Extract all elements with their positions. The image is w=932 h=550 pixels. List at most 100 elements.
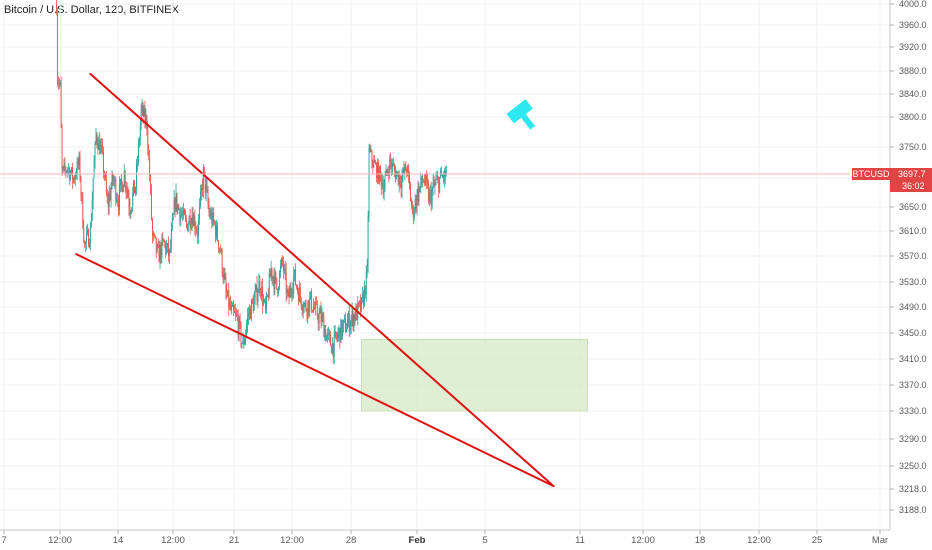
countdown-label: 36:02 <box>902 181 925 191</box>
candle-body <box>148 149 150 157</box>
candle-body <box>262 286 264 305</box>
candle-body <box>201 187 203 190</box>
candle-body <box>346 321 348 329</box>
candle-body <box>412 206 414 218</box>
candle-body <box>414 199 416 212</box>
candle-body <box>407 167 409 173</box>
candle-body <box>150 176 152 189</box>
candle-body <box>431 189 433 206</box>
candle-body <box>235 313 237 315</box>
candle-body <box>116 199 118 201</box>
candle-body <box>163 239 165 242</box>
candle-body <box>313 306 315 309</box>
candle-body <box>335 331 337 337</box>
y-tick-label: 3410.0 <box>899 354 927 364</box>
candle-body <box>128 197 130 208</box>
candle-body <box>333 333 335 357</box>
candle-body <box>218 248 220 250</box>
candle-body <box>144 107 146 123</box>
candle-body <box>186 224 188 231</box>
candle-body <box>352 310 354 327</box>
candle-body <box>260 290 262 296</box>
candle-body <box>217 240 219 249</box>
candle-body <box>393 164 394 166</box>
candle-body <box>217 225 218 241</box>
candle-body <box>293 274 295 291</box>
candle-body <box>131 207 133 212</box>
candle-body <box>57 82 59 84</box>
candle-body <box>399 175 401 185</box>
y-tick-label: 3218.0 <box>899 484 927 494</box>
candle-body <box>353 314 355 327</box>
candle-body <box>396 171 398 174</box>
candle-body <box>61 127 63 170</box>
candle-body <box>404 164 406 173</box>
candle-body <box>348 313 350 332</box>
candle-body <box>81 193 83 196</box>
candle-body <box>213 212 215 221</box>
candle-body <box>142 105 144 117</box>
candle-body <box>221 249 223 274</box>
candle-body <box>384 176 386 189</box>
time-axis: 7 12:00 14 12:00 21 12:00 28 Feb 5 11 12:00 18 12:00… <box>1 530 888 546</box>
x-tick-label: 21 <box>229 535 240 546</box>
candle-body <box>151 188 152 220</box>
candle-body <box>403 168 405 173</box>
candle-body <box>402 168 404 176</box>
candle-body <box>97 143 99 150</box>
candle-body <box>322 314 324 318</box>
candle-body <box>422 181 424 183</box>
candle-body <box>56 12 58 83</box>
candle-body <box>107 201 109 207</box>
trendlines <box>0 72 850 488</box>
candle-body <box>152 219 153 236</box>
candle-body <box>247 316 249 325</box>
candle-body <box>281 258 283 262</box>
candle-body <box>229 302 231 308</box>
support-zone-rect <box>361 339 589 412</box>
candle-body <box>238 318 240 335</box>
candle-body <box>141 105 143 109</box>
y-tick-label: 3650.0 <box>899 202 927 212</box>
candle-body <box>362 294 364 305</box>
candle-body <box>173 199 175 215</box>
candle-body <box>391 163 393 170</box>
candle-body <box>122 185 124 192</box>
candle-body <box>355 306 357 321</box>
candle-body <box>230 302 232 310</box>
y-tick-label: 3880.0 <box>899 66 927 76</box>
candle-body <box>157 244 159 247</box>
x-tick-label: Feb <box>409 535 426 546</box>
candle-body <box>319 310 321 314</box>
candle-body <box>321 314 323 323</box>
candle-body <box>294 269 296 275</box>
candle-body <box>435 179 437 184</box>
candle-body <box>259 280 261 291</box>
candle-body <box>71 167 72 173</box>
candle-body <box>423 180 425 182</box>
candle-body <box>198 218 200 237</box>
x-tick-label: 12:00 <box>161 535 185 546</box>
candle-body <box>270 268 272 278</box>
candle-body <box>371 150 373 163</box>
candle-body <box>291 292 293 294</box>
candle-body <box>274 273 276 290</box>
candle-body <box>427 184 429 203</box>
candle-body <box>233 304 234 311</box>
candle-body <box>345 318 346 332</box>
candle-body <box>388 171 390 175</box>
candle-body <box>400 184 402 189</box>
candle-body <box>228 290 230 308</box>
candle-body <box>204 172 206 193</box>
candle-body <box>332 343 334 357</box>
candle-body <box>153 233 155 236</box>
candle-body <box>438 177 440 193</box>
candle-body <box>244 339 246 345</box>
candle-body <box>273 276 275 290</box>
candle-body <box>67 168 69 172</box>
y-tick-label: 3960.0 <box>899 20 927 30</box>
candle-body <box>305 302 307 311</box>
candle-body <box>172 214 174 220</box>
candle-body <box>90 220 92 227</box>
